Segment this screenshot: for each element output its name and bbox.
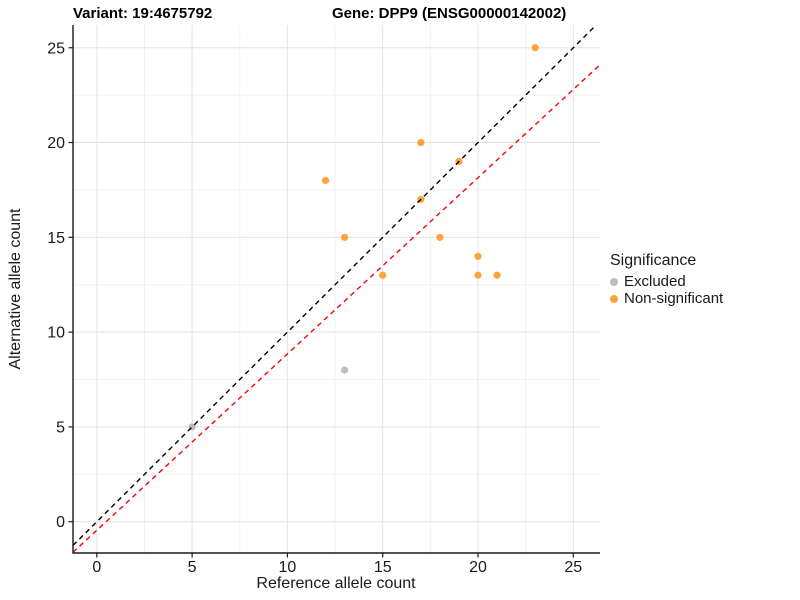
x-tick-label: 15	[374, 559, 392, 576]
x-tick-label: 25	[564, 559, 582, 576]
axis-border	[72, 25, 600, 554]
y-tick-label: 5	[56, 419, 65, 436]
y-tick-label: 20	[47, 135, 65, 152]
data-point-non-significant	[321, 176, 330, 185]
x-tick-label: 20	[469, 559, 487, 576]
x-axis-label: Reference allele count	[256, 575, 416, 592]
fitted-ratio-line	[73, 64, 600, 553]
data-point-non-significant	[436, 233, 444, 241]
legend: Significance Excluded Non-significant	[610, 252, 723, 307]
chart-title-gene: Gene: DPP9 (ENSG00000142002)	[332, 5, 567, 22]
legend-item-excluded: Excluded	[610, 273, 723, 290]
data-point-non-significant	[474, 271, 482, 279]
legend-item-non-significant: Non-significant	[610, 290, 723, 307]
y-tick-label: 25	[47, 40, 65, 57]
data-point-non-significant	[531, 44, 539, 52]
data-point-non-significant	[341, 233, 349, 241]
excluded-dot-icon	[610, 277, 618, 286]
legend-item-label: Excluded	[624, 273, 686, 290]
non-significant-dot-icon	[610, 294, 618, 303]
data-point-non-significant	[379, 271, 387, 279]
data-point-non-significant	[474, 252, 482, 260]
y-tick-label: 15	[47, 230, 65, 247]
data-point-excluded	[341, 366, 349, 374]
y-tick-label: 10	[47, 325, 65, 342]
x-tick-label: 5	[188, 559, 197, 576]
legend-title: Significance	[610, 252, 697, 269]
x-tick-label: 10	[279, 559, 297, 576]
identity-line	[73, 25, 598, 546]
y-tick-label: 0	[56, 514, 65, 531]
y-axis-label: Alternative allele count	[7, 208, 24, 370]
data-point-non-significant	[417, 138, 425, 147]
legend-item-label: Non-significant	[624, 290, 724, 307]
data-point-non-significant	[493, 271, 501, 279]
chart-title-variant: Variant: 19:4675792	[73, 5, 213, 22]
x-tick-label: 0	[92, 559, 101, 576]
